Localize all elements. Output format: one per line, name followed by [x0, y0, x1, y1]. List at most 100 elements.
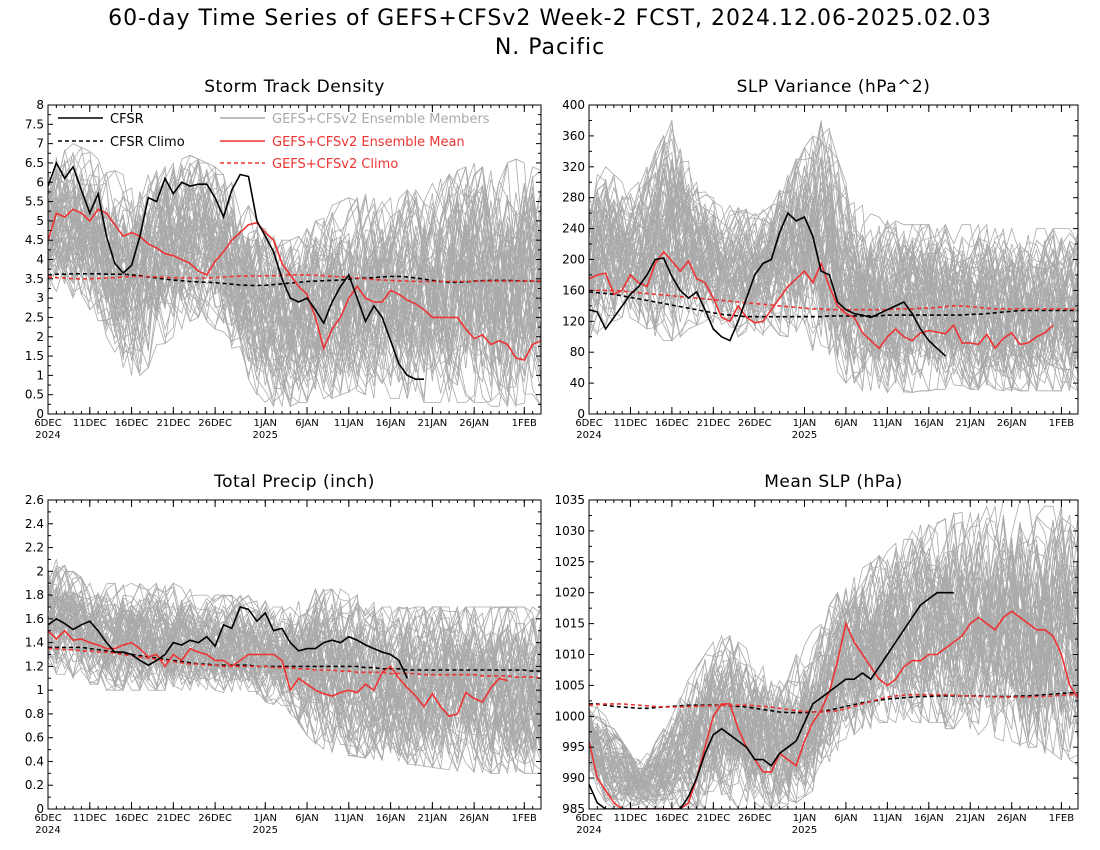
y-tick-label: 240 [562, 222, 585, 236]
x-tick-label: 6DEC [34, 813, 61, 824]
y-tick-label: 5.5 [25, 195, 44, 209]
ensemble-member-line [48, 170, 541, 403]
y-tick-label: 2 [36, 330, 44, 344]
ensemble-member-line [589, 511, 1078, 795]
ensemble-member-line [589, 165, 1078, 364]
ensemble-member-line [589, 183, 1078, 384]
ensemble-member-line [48, 586, 541, 756]
y-tick-label: 0 [577, 407, 585, 421]
x-tick-label: 11JAN [334, 813, 364, 824]
x-tick-year: 2025 [792, 825, 817, 836]
y-tick-label: 2 [36, 564, 44, 578]
ensemble-member-line [589, 506, 1078, 791]
x-tick-year: 2025 [792, 430, 817, 441]
y-tick-label: 6 [36, 175, 44, 189]
y-tick-label: 995 [562, 740, 585, 754]
panel-title: Total Precip (inch) [213, 472, 375, 492]
y-tick-label: 1.5 [25, 349, 44, 363]
figure-title: 60-day Time Series of GEFS+CFSv2 Week-2 … [0, 4, 1100, 62]
x-tick-label: 26DEC [198, 813, 232, 824]
ensemble-members [48, 143, 541, 408]
ensemble-members [48, 559, 541, 775]
x-tick-label: 16JAN [376, 418, 406, 429]
ensemble-member-line [589, 512, 1078, 797]
ensemble-member-line [589, 138, 1078, 374]
x-tick-label: 1FEB [512, 813, 537, 824]
y-tick-label: 200 [562, 253, 585, 267]
y-tick-label: 1.4 [25, 636, 44, 650]
ensemble-members [589, 120, 1078, 394]
x-tick-label: 21JAN [955, 418, 985, 429]
y-tick-label: 1010 [554, 648, 585, 662]
ensemble-member-line [48, 160, 541, 399]
x-tick-year: 2025 [253, 825, 278, 836]
y-tick-label: 1030 [554, 524, 585, 538]
x-tick-label: 1JAN [254, 418, 277, 429]
panel-title: Storm Track Density [204, 77, 385, 97]
ensemble-member-line [589, 542, 1078, 788]
ensemble-member-line [589, 542, 1078, 809]
y-tick-label: 1.6 [25, 612, 44, 626]
ensemble-member-line [48, 159, 541, 408]
x-tick-label: 1FEB [1049, 813, 1074, 824]
x-tick-label: 16DEC [115, 813, 149, 824]
ensemble-member-line [589, 130, 1078, 360]
chart-panel-3: Total Precip (inch) 0 0.2 0.4 0.6 0.8 1 1.2 1.4 1… [25, 472, 542, 836]
ensemble-member-line [48, 149, 541, 390]
legend-label-cfsr: CFSR [110, 112, 144, 127]
ensemble-member-line [589, 218, 1078, 391]
y-tick-label: 400 [562, 98, 585, 112]
y-tick-label: 990 [562, 771, 585, 785]
x-tick-label: 21DEC [696, 813, 730, 824]
y-tick-label: 0.8 [25, 707, 44, 721]
y-tick-label: 280 [562, 191, 585, 205]
x-tick-label: 6DEC [34, 418, 61, 429]
ensemble-member-line [48, 146, 541, 368]
x-tick-label: 11DEC [614, 813, 648, 824]
y-tick-label: 3.5 [25, 272, 44, 286]
y-tick-label: 0.2 [25, 778, 44, 792]
panel-title: Mean SLP (hPa) [764, 472, 903, 492]
series-line-cfsr [589, 591, 954, 809]
series-line-gefs_climo [589, 289, 1078, 311]
x-tick-label: 26DEC [738, 813, 772, 824]
legend: CFSR CFSR Climo GEFS+CFSv2 Ensemble Member… [58, 112, 490, 172]
ensemble-members [589, 500, 1078, 809]
y-tick-label: 5 [36, 214, 44, 228]
ensemble-member-line [48, 158, 541, 403]
x-tick-label: 6JAN [295, 418, 318, 429]
y-tick-label: 2.6 [25, 493, 44, 507]
ensemble-member-line [48, 564, 541, 758]
y-tick-label: 80 [570, 345, 585, 359]
legend-label-mean: GEFS+CFSv2 Ensemble Mean [272, 135, 465, 150]
x-tick-label: 26DEC [738, 418, 772, 429]
y-tick-label: 0 [36, 802, 44, 816]
x-tick-label: 6DEC [575, 813, 602, 824]
x-tick-label: 1JAN [793, 418, 816, 429]
y-tick-label: 0.4 [25, 754, 44, 768]
x-tick-label: 26JAN [997, 418, 1027, 429]
ensemble-member-line [589, 191, 1078, 391]
x-tick-label: 11JAN [334, 418, 364, 429]
ensemble-member-line [48, 581, 541, 746]
y-tick-label: 1025 [554, 555, 585, 569]
x-tick-label: 6JAN [834, 418, 857, 429]
y-tick-label: 3 [36, 291, 44, 305]
series-line-cfsr_climo [48, 646, 541, 672]
y-tick-label: 7 [36, 137, 44, 151]
y-tick-label: 0.6 [25, 731, 44, 745]
y-tick-label: 1 [36, 683, 44, 697]
x-tick-label: 26JAN [459, 418, 489, 429]
y-tick-label: 360 [562, 129, 585, 143]
ensemble-member-line [589, 135, 1078, 355]
y-tick-label: 0.5 [25, 388, 44, 402]
x-tick-label: 1JAN [793, 813, 816, 824]
y-tick-label: 120 [562, 314, 585, 328]
ensemble-member-line [48, 610, 541, 762]
x-tick-label: 11DEC [73, 418, 107, 429]
y-tick-label: 2.2 [25, 541, 44, 555]
x-tick-label: 26JAN [459, 813, 489, 824]
ensemble-member-line [589, 557, 1078, 804]
ensemble-member-line [48, 172, 541, 382]
ensemble-member-line [589, 166, 1078, 392]
